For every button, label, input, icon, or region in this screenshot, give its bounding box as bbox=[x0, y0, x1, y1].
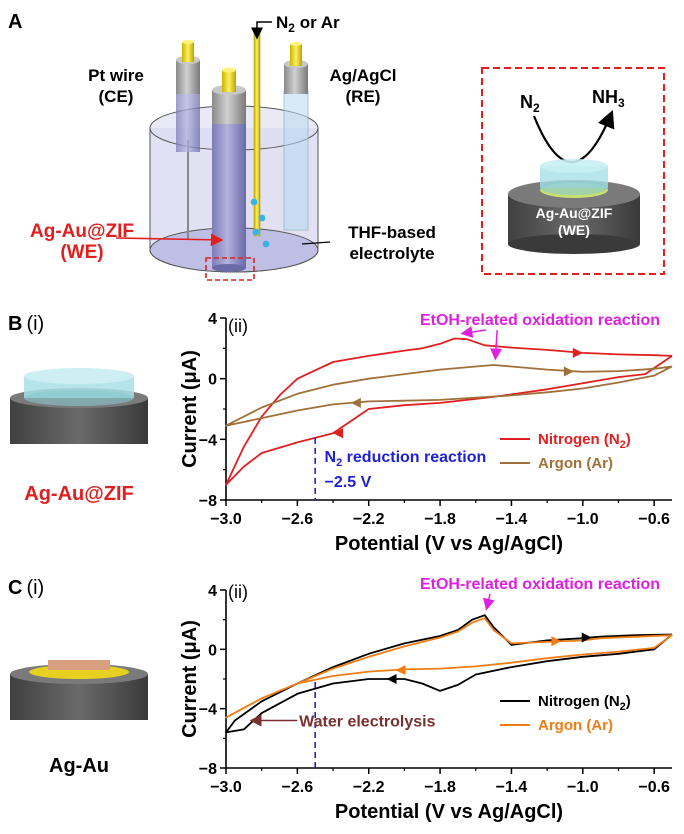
x-tick-label: −3.0 bbox=[210, 511, 242, 528]
direction-arrow bbox=[350, 397, 361, 408]
ce-label-line2: (CE) bbox=[99, 87, 134, 106]
direction-arrow bbox=[563, 366, 574, 377]
x-tick-label: −0.6 bbox=[638, 779, 670, 796]
electrolyte-label-line2: electrolyte bbox=[349, 244, 434, 263]
x-tick-label: −2.6 bbox=[282, 511, 314, 528]
electrode-label-c: Ag-Au bbox=[49, 755, 109, 777]
electrode-label-b: Ag-Au@ZIF bbox=[24, 483, 133, 505]
y-axis-label: Current (μA) bbox=[179, 620, 201, 738]
re-label-line2: (RE) bbox=[346, 87, 381, 106]
x-tick-label: −1.4 bbox=[496, 511, 528, 528]
x-tick-label: −2.2 bbox=[353, 511, 385, 528]
series-line-argon bbox=[225, 617, 673, 719]
y-tick-label: −8 bbox=[199, 761, 217, 778]
panel-label-a: A bbox=[8, 11, 22, 33]
legend-entry: Argon (Ar) bbox=[538, 717, 613, 734]
chart-c: 4 0 −4 −8−3.0 −2.6 −2.2 −1.8 −1.4 −1.0 −0.6 Potent… bbox=[179, 576, 673, 823]
panel-label-b-ii: (ii) bbox=[228, 316, 248, 336]
inset-label-line2: (WE) bbox=[558, 222, 590, 238]
x-tick-label: −2.2 bbox=[353, 779, 385, 796]
panel-label-b: B (i) bbox=[8, 313, 44, 335]
y-axis-label: Current (μA) bbox=[179, 350, 201, 468]
panel-label-c-ii: (ii) bbox=[228, 582, 248, 602]
gas-tube bbox=[250, 27, 270, 248]
counter-electrode bbox=[176, 40, 200, 240]
x-tick-label: −2.6 bbox=[282, 779, 314, 796]
direction-arrow bbox=[572, 347, 583, 358]
reference-electrode bbox=[283, 42, 309, 231]
inset-product: NH3 bbox=[592, 87, 625, 110]
x-tick-label: −1.0 bbox=[567, 779, 599, 796]
x-tick-label: −0.6 bbox=[638, 511, 670, 528]
electrode-illustration-c bbox=[10, 660, 148, 720]
x-axis-label: Potential (V vs Ag/AgCl) bbox=[335, 533, 563, 555]
x-tick-label: −1.8 bbox=[424, 779, 456, 796]
working-electrode bbox=[212, 67, 246, 272]
reduction-potential: −2.5 V bbox=[325, 474, 372, 491]
inset-label-line1: Ag-Au@ZIF bbox=[536, 205, 613, 221]
oxidation-annotation: EtOH-related oxidation reaction bbox=[420, 312, 660, 329]
oxidation-arrow-argon bbox=[490, 329, 503, 361]
y-tick-label: 4 bbox=[208, 311, 217, 328]
series-line-argon bbox=[225, 364, 673, 427]
electrode-illustration-b bbox=[10, 368, 148, 444]
legend-entry: Argon (Ar) bbox=[538, 455, 613, 472]
y-tick-label: −8 bbox=[199, 493, 217, 510]
inset-box bbox=[481, 67, 665, 275]
direction-arrow bbox=[551, 636, 562, 647]
y-tick-label: −4 bbox=[199, 702, 217, 719]
legend-entry: Nitrogen (N2) bbox=[538, 693, 631, 713]
reduction-annotation: N2 reduction reaction bbox=[325, 449, 487, 469]
oxidation-arrow-nitrogen bbox=[460, 326, 487, 338]
legend: Nitrogen (N2) Argon (Ar) bbox=[500, 693, 631, 734]
we-highlight-box bbox=[205, 257, 255, 281]
legend-entry: Nitrogen (N2) bbox=[538, 431, 631, 451]
chart-b: 4 0 −4 −8−3.0 −2.6 −2.2 −1.8 −1.4 −1.0 −0.6 Potent… bbox=[179, 311, 673, 555]
y-tick-label: 0 bbox=[208, 642, 217, 659]
direction-arrow bbox=[581, 632, 592, 643]
ce-label-line1: Pt wire bbox=[88, 66, 144, 85]
panel-label-c: C (i) bbox=[8, 577, 44, 599]
y-tick-label: −4 bbox=[199, 432, 217, 449]
we-label-line2: (WE) bbox=[60, 242, 103, 263]
x-axis-label: Potential (V vs Ag/AgCl) bbox=[335, 801, 563, 823]
we-label-line1: Ag-Au@ZIF bbox=[30, 221, 134, 242]
x-tick-label: −3.0 bbox=[210, 779, 242, 796]
x-tick-label: −1.4 bbox=[496, 779, 528, 796]
electrolysis-annotation: Water electrolysis bbox=[299, 714, 435, 731]
y-tick-label: 4 bbox=[208, 583, 217, 600]
direction-arrow bbox=[333, 428, 344, 439]
direction-arrow bbox=[395, 665, 406, 676]
direction-arrow bbox=[386, 674, 397, 684]
electrochemical-cell bbox=[115, 21, 331, 281]
gas-label: N2 or Ar bbox=[276, 13, 340, 35]
legend: Nitrogen (N2) Argon (Ar) bbox=[500, 431, 631, 472]
inset-reactant: N2 bbox=[520, 92, 540, 115]
oxidation-arrow bbox=[483, 593, 495, 611]
series-line-nitrogen bbox=[225, 614, 673, 734]
re-label-line1: Ag/AgCl bbox=[329, 66, 396, 85]
electrolyte-label-line1: THF-based bbox=[348, 223, 436, 242]
y-tick-label: 0 bbox=[208, 372, 217, 389]
oxidation-annotation: EtOH-related oxidation reaction bbox=[420, 576, 660, 593]
x-tick-label: −1.0 bbox=[567, 511, 599, 528]
x-tick-label: −1.8 bbox=[424, 511, 456, 528]
